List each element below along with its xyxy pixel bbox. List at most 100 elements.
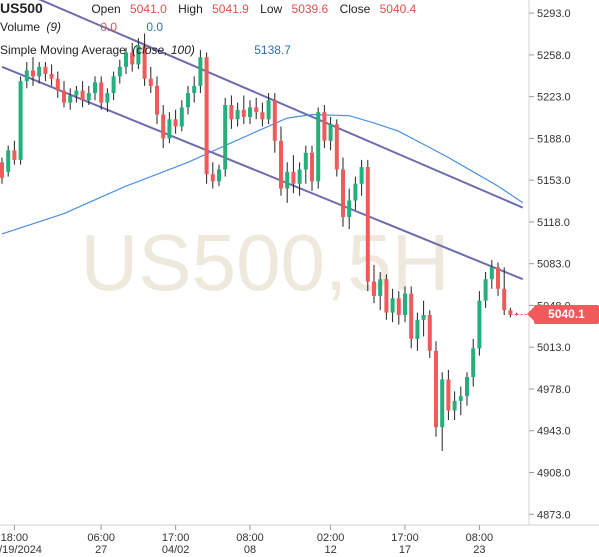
x-tick-sublabel: 04/02 bbox=[162, 544, 190, 556]
candle-body bbox=[179, 107, 184, 127]
y-tick-label: 5258.0 bbox=[537, 50, 571, 62]
candle-body bbox=[496, 267, 500, 289]
candle-body bbox=[390, 298, 395, 313]
channel-line bbox=[38, 0, 524, 209]
sma-series bbox=[1, 113, 524, 235]
candle-body bbox=[508, 310, 513, 315]
candle-body bbox=[161, 114, 166, 139]
candle-body bbox=[279, 140, 283, 189]
x-tick-label: 08:00 bbox=[236, 532, 264, 544]
symbol-label: US500 bbox=[0, 0, 43, 16]
candle-body bbox=[434, 350, 438, 428]
candle-body bbox=[155, 85, 159, 115]
candle-body bbox=[341, 169, 345, 218]
x-tick-sublabel: 03/19/2024 bbox=[0, 544, 42, 556]
candle-body bbox=[80, 90, 85, 101]
candle-body bbox=[421, 315, 426, 320]
low-value: 5039.6 bbox=[291, 2, 329, 16]
candle-body bbox=[316, 112, 321, 182]
candle-body bbox=[396, 298, 401, 315]
candle-body bbox=[365, 167, 370, 282]
candle-body bbox=[372, 281, 376, 296]
open-value: 5041.0 bbox=[130, 2, 167, 16]
candle-body bbox=[0, 162, 4, 178]
candle-body bbox=[254, 107, 259, 113]
candle-body bbox=[310, 152, 314, 182]
sma-label: Simple Moving Average bbox=[0, 43, 126, 57]
candle-body bbox=[471, 348, 476, 378]
candle-body bbox=[378, 279, 383, 296]
candle-body bbox=[409, 293, 414, 339]
candle-body bbox=[322, 112, 327, 141]
candle-body bbox=[489, 267, 494, 280]
sma-param: (close, 100) bbox=[132, 43, 195, 57]
candle-body bbox=[18, 81, 23, 160]
candle-body bbox=[446, 379, 451, 411]
x-tick-sublabel: 23 bbox=[473, 544, 485, 556]
close-label: Close bbox=[339, 2, 371, 16]
volume-value-b: 0.0 bbox=[146, 20, 164, 34]
candles bbox=[0, 33, 529, 452]
candle-body bbox=[24, 70, 29, 82]
high-label: High bbox=[178, 2, 203, 16]
candle-body bbox=[334, 124, 339, 170]
x-tick-label: 17:00 bbox=[391, 532, 419, 544]
candle-body bbox=[93, 82, 97, 94]
candle-body bbox=[248, 107, 252, 117]
y-tick-label: 5223.0 bbox=[537, 92, 571, 104]
low-label: Low bbox=[260, 2, 283, 16]
watermark: US500,5H bbox=[80, 218, 449, 307]
x-axis[interactable]: 18:0003/19/202406:002717:0004/0208:00080… bbox=[0, 525, 493, 556]
y-tick-label: 4908.0 bbox=[537, 468, 571, 480]
y-axis[interactable]: 5293.0 5258.0 5223.0 5188.0 5153.0 5118.0 5083… bbox=[529, 8, 571, 521]
candle-body bbox=[68, 95, 73, 103]
candle-body bbox=[415, 319, 420, 339]
y-tick-label: 4978.0 bbox=[537, 384, 571, 396]
x-tick-label: 17:00 bbox=[162, 532, 190, 544]
candle-body bbox=[136, 45, 141, 65]
candle-body bbox=[6, 150, 11, 172]
candle-body bbox=[148, 78, 153, 86]
open-label: Open bbox=[91, 2, 121, 16]
y-tick-label: 5118.0 bbox=[537, 217, 570, 229]
close-value: 5040.4 bbox=[379, 2, 417, 16]
candle-body bbox=[37, 66, 42, 77]
candle-body bbox=[111, 76, 116, 94]
candle-body bbox=[142, 45, 147, 79]
y-tick-label: 5293.0 bbox=[537, 8, 571, 20]
y-tick-label: 5013.0 bbox=[537, 342, 571, 354]
legend-volume: Volume (9) 0.0 0.0 bbox=[0, 20, 163, 34]
volume-label: Volume bbox=[0, 20, 41, 34]
candle-body bbox=[217, 169, 221, 182]
candle-body bbox=[117, 66, 122, 77]
y-tick-label: 5153.0 bbox=[537, 175, 571, 187]
y-tick-label: 5188.0 bbox=[537, 133, 571, 145]
legend-sma: Simple Moving Average (close, 100) 5138.… bbox=[0, 43, 291, 57]
candle-body bbox=[465, 377, 469, 397]
candle-body bbox=[272, 100, 277, 141]
candle-body bbox=[241, 109, 246, 117]
candle-body bbox=[303, 152, 308, 170]
candle-body bbox=[229, 105, 234, 120]
candle-body bbox=[297, 169, 302, 184]
candle-body bbox=[12, 150, 17, 160]
y-tick-label: 4873.0 bbox=[537, 509, 571, 521]
high-value: 5041.9 bbox=[212, 2, 249, 16]
candle-body bbox=[359, 167, 364, 184]
x-tick-label: 06:00 bbox=[87, 532, 115, 544]
last-price-tag: 5040.1 bbox=[527, 305, 599, 324]
candle-body bbox=[266, 100, 271, 120]
x-tick-sublabel: 17 bbox=[399, 544, 411, 556]
x-tick-label: 08:00 bbox=[466, 532, 494, 544]
candle-body bbox=[192, 85, 197, 94]
sma-line bbox=[1, 113, 524, 235]
candle-body bbox=[31, 70, 35, 77]
x-tick-label: 18:00 bbox=[1, 532, 29, 544]
candle-body bbox=[198, 57, 203, 86]
candle-body bbox=[328, 124, 333, 141]
candle-body bbox=[204, 57, 209, 175]
x-tick-sublabel: 27 bbox=[95, 544, 107, 556]
candle-body bbox=[223, 105, 228, 170]
candle-body bbox=[483, 279, 488, 301]
